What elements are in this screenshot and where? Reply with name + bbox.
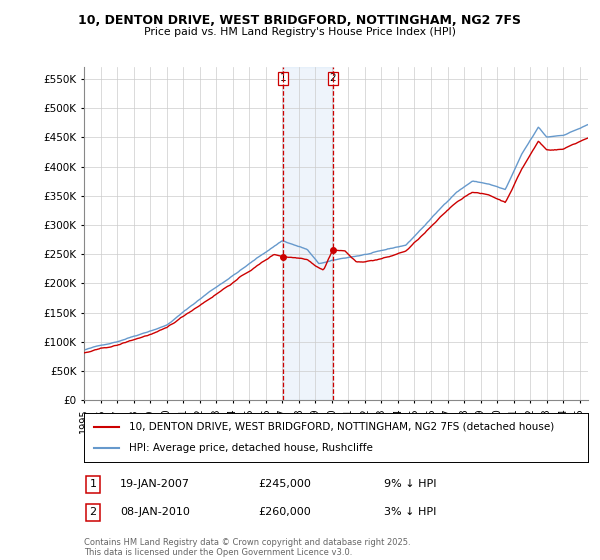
Text: Contains HM Land Registry data © Crown copyright and database right 2025.
This d: Contains HM Land Registry data © Crown c… <box>84 538 410 557</box>
Text: 10, DENTON DRIVE, WEST BRIDGFORD, NOTTINGHAM, NG2 7FS (detached house): 10, DENTON DRIVE, WEST BRIDGFORD, NOTTIN… <box>130 422 554 432</box>
Text: Price paid vs. HM Land Registry's House Price Index (HPI): Price paid vs. HM Land Registry's House … <box>144 27 456 37</box>
Text: £260,000: £260,000 <box>258 507 311 517</box>
Text: 1: 1 <box>89 479 97 489</box>
Text: 3% ↓ HPI: 3% ↓ HPI <box>384 507 436 517</box>
Text: HPI: Average price, detached house, Rushcliffe: HPI: Average price, detached house, Rush… <box>130 443 373 453</box>
Text: 10, DENTON DRIVE, WEST BRIDGFORD, NOTTINGHAM, NG2 7FS: 10, DENTON DRIVE, WEST BRIDGFORD, NOTTIN… <box>79 14 521 27</box>
Text: 08-JAN-2010: 08-JAN-2010 <box>120 507 190 517</box>
Text: 2: 2 <box>329 73 336 83</box>
Text: 19-JAN-2007: 19-JAN-2007 <box>120 479 190 489</box>
Text: 2: 2 <box>89 507 97 517</box>
Text: £245,000: £245,000 <box>258 479 311 489</box>
Text: 9% ↓ HPI: 9% ↓ HPI <box>384 479 437 489</box>
Text: 1: 1 <box>280 73 286 83</box>
Bar <box>283 67 332 400</box>
